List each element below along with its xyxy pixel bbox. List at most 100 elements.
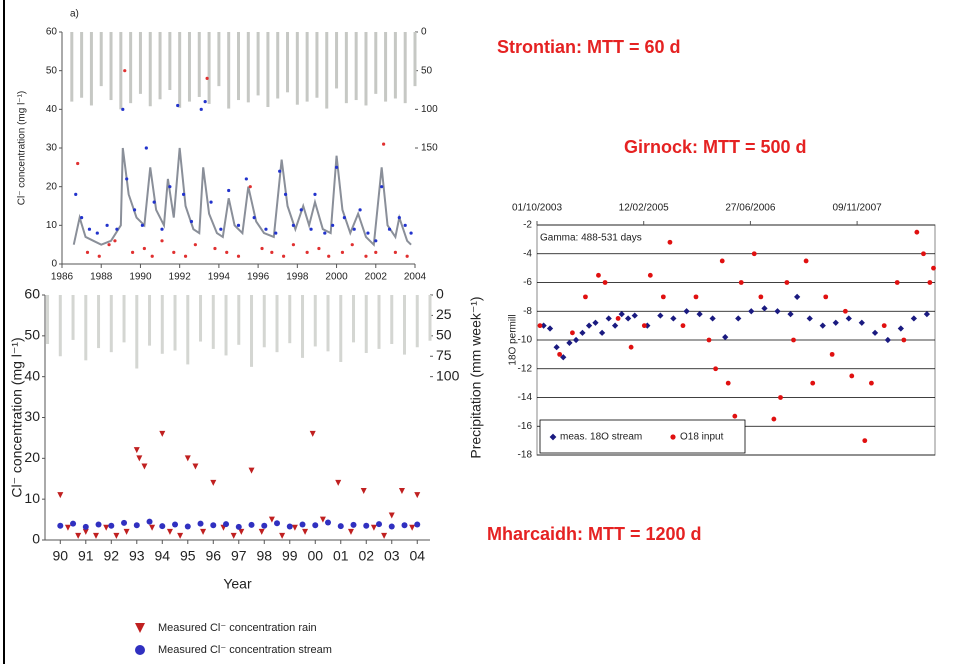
bar <box>413 32 417 87</box>
point <box>738 280 744 285</box>
point <box>313 192 317 196</box>
point <box>335 479 342 486</box>
point <box>274 520 281 527</box>
bar <box>168 32 172 90</box>
point <box>401 522 408 529</box>
point <box>286 523 293 530</box>
point <box>810 380 816 386</box>
bar <box>160 295 164 354</box>
y2-tick-label: 150 <box>421 143 438 154</box>
point <box>667 239 673 245</box>
point <box>244 177 248 181</box>
bar <box>237 295 241 345</box>
point <box>149 524 156 531</box>
point <box>319 516 326 523</box>
point <box>225 250 229 254</box>
line <box>72 147 412 247</box>
point <box>771 416 777 422</box>
point <box>57 522 64 529</box>
point <box>628 344 634 350</box>
point <box>200 528 207 535</box>
y2-tick-label: 100 <box>421 104 438 115</box>
point <box>376 521 383 528</box>
point <box>347 528 354 535</box>
point <box>414 521 421 528</box>
point <box>302 528 309 535</box>
x-tick-label: 1986 <box>51 272 74 283</box>
point <box>125 177 129 181</box>
point <box>751 251 757 257</box>
point <box>279 532 286 539</box>
point <box>382 142 386 146</box>
point <box>133 522 140 529</box>
point <box>403 223 407 227</box>
bar <box>187 32 191 102</box>
point <box>121 107 125 111</box>
point <box>268 516 275 523</box>
point <box>236 254 241 258</box>
point <box>398 488 405 494</box>
point <box>921 251 926 257</box>
point <box>209 200 213 204</box>
bar <box>344 32 348 104</box>
bar <box>354 32 358 101</box>
bar <box>227 32 231 109</box>
point <box>152 200 156 204</box>
point <box>618 311 625 318</box>
point <box>611 322 619 329</box>
point <box>210 522 217 529</box>
point <box>82 528 89 535</box>
point <box>184 523 191 530</box>
x-tick-label: 1992 <box>169 272 192 283</box>
x-tick-label: 1990 <box>129 272 152 283</box>
point <box>570 330 575 336</box>
point <box>159 430 166 437</box>
y-tick-label: 40 <box>46 104 58 115</box>
y-tick-label: -4 <box>523 248 532 259</box>
point <box>140 223 145 227</box>
point <box>388 512 395 519</box>
point <box>871 329 879 336</box>
bar <box>276 32 280 99</box>
point <box>291 243 296 247</box>
point <box>819 322 826 329</box>
point <box>869 380 874 386</box>
x-tick-label: 96 <box>205 547 221 563</box>
bar <box>250 295 254 367</box>
point <box>553 344 560 351</box>
point <box>219 227 223 231</box>
point <box>248 467 255 474</box>
point <box>235 523 242 530</box>
point <box>210 479 217 486</box>
bar <box>393 32 397 99</box>
bar <box>158 32 162 100</box>
point <box>540 322 547 329</box>
legend-box <box>539 419 746 454</box>
point <box>142 246 146 251</box>
point <box>331 223 335 227</box>
point <box>366 231 370 235</box>
x-tick-label: 2002 <box>365 272 388 283</box>
point <box>113 239 117 243</box>
point <box>725 380 731 386</box>
y-tick-label: -2 <box>523 220 532 231</box>
bar <box>70 32 74 102</box>
bar <box>390 295 394 344</box>
y2-tick-label: 100 <box>436 367 460 383</box>
point <box>381 532 388 539</box>
bar <box>256 32 260 96</box>
point <box>183 254 188 258</box>
point <box>141 463 148 470</box>
bar <box>364 295 368 353</box>
point <box>309 227 313 231</box>
bar <box>135 295 139 369</box>
x-tick-label: 95 <box>180 547 196 563</box>
point <box>931 265 936 271</box>
point <box>80 216 84 220</box>
point <box>181 192 186 196</box>
point <box>546 325 554 332</box>
legend-marker <box>670 434 676 440</box>
point <box>414 492 421 499</box>
point <box>334 165 339 169</box>
point <box>706 337 712 343</box>
